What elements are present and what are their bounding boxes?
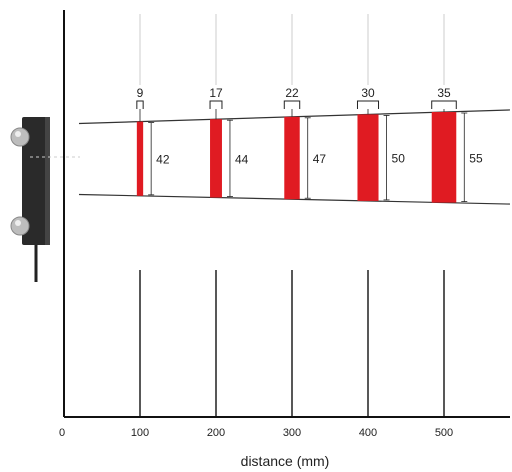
width-bracket bbox=[431, 100, 457, 109]
width-label: 17 bbox=[209, 86, 223, 100]
spot-bar bbox=[210, 119, 222, 198]
x-tick-label: 100 bbox=[131, 427, 149, 439]
width-label: 30 bbox=[361, 86, 375, 100]
height-label: 42 bbox=[156, 153, 170, 167]
spot-bar bbox=[284, 116, 300, 200]
width-bracket bbox=[136, 100, 144, 109]
width-bracket bbox=[209, 100, 223, 109]
width-label: 22 bbox=[285, 86, 299, 100]
height-label: 50 bbox=[392, 152, 406, 166]
spot-bar bbox=[136, 121, 144, 196]
x-tick-label: 400 bbox=[359, 427, 377, 439]
height-label: 44 bbox=[235, 152, 249, 166]
distance-guides bbox=[139, 14, 445, 417]
x-axis-label: distance (mm) bbox=[241, 453, 330, 469]
sensor-lens-top-icon bbox=[10, 127, 30, 147]
width-label: 9 bbox=[137, 86, 144, 100]
x-tick-label: 200 bbox=[207, 427, 225, 439]
x-axis-ticks: 0 100 200 300 400 500 bbox=[59, 427, 453, 439]
width-bracket bbox=[283, 100, 301, 109]
width-bracket bbox=[356, 100, 380, 109]
spot-bars bbox=[136, 112, 457, 203]
photoelectric-sensor-icon bbox=[10, 117, 50, 282]
x-tick-label: 500 bbox=[435, 427, 453, 439]
spot-bar bbox=[357, 114, 379, 201]
width-label: 35 bbox=[437, 86, 451, 100]
x-tick-label: 300 bbox=[283, 427, 301, 439]
spot-bar bbox=[431, 112, 457, 203]
plot-frame bbox=[63, 10, 510, 418]
dimension-annotations: 9 42 17 44 22 47 30 50 35 55 bbox=[136, 86, 483, 203]
x-tick-label: 0 bbox=[59, 427, 65, 439]
sensor-lens-bottom-icon bbox=[10, 216, 30, 236]
height-label: 55 bbox=[469, 151, 483, 165]
height-label: 47 bbox=[313, 152, 327, 166]
